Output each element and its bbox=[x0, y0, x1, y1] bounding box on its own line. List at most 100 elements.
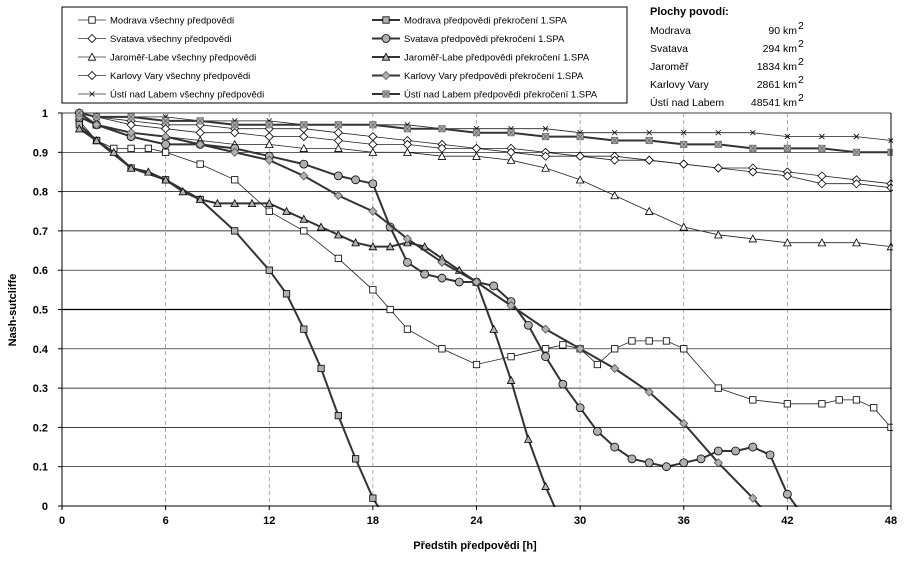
data-point bbox=[819, 133, 825, 140]
marker-stroke bbox=[542, 125, 549, 132]
area-unit-sup: 2 bbox=[798, 92, 804, 104]
x-tick-label: 36 bbox=[678, 515, 690, 527]
data-point bbox=[437, 273, 447, 283]
data-point bbox=[593, 360, 601, 369]
data-point bbox=[437, 257, 447, 267]
y-tick-label: 0.1 bbox=[33, 462, 48, 474]
marker-stroke bbox=[819, 133, 825, 140]
x-tick-label: 0 bbox=[59, 515, 65, 527]
data-point bbox=[178, 187, 188, 196]
data-point bbox=[437, 151, 447, 160]
x-tick-label: 30 bbox=[574, 515, 586, 527]
marker-stroke bbox=[715, 129, 722, 136]
legend-label: Jaroměř-Labe předpovědi překročení 1.SPA bbox=[404, 53, 590, 64]
data-point bbox=[195, 128, 205, 138]
data-point bbox=[818, 144, 826, 152]
data-point bbox=[369, 286, 377, 294]
data-point bbox=[161, 140, 171, 149]
data-point bbox=[368, 147, 378, 156]
legend-marker bbox=[382, 16, 390, 24]
data-point bbox=[765, 450, 775, 460]
data-point bbox=[541, 352, 550, 362]
data-point bbox=[334, 254, 342, 263]
data-point bbox=[783, 238, 792, 247]
data-point bbox=[523, 320, 533, 330]
marker-stroke bbox=[196, 117, 204, 125]
data-point bbox=[472, 129, 481, 137]
data-point bbox=[231, 176, 239, 184]
marker-stroke bbox=[369, 121, 377, 129]
marker-stroke bbox=[231, 121, 239, 129]
marker-stroke bbox=[853, 133, 860, 140]
marker-stroke bbox=[334, 121, 342, 129]
data-point bbox=[472, 360, 481, 369]
y-tick-label: 0.4 bbox=[33, 344, 49, 356]
data-point bbox=[230, 128, 240, 138]
data-point bbox=[299, 214, 309, 223]
data-point bbox=[853, 133, 860, 140]
data-point bbox=[748, 493, 758, 503]
marker-stroke bbox=[680, 140, 688, 148]
data-point bbox=[576, 133, 584, 141]
data-point bbox=[784, 133, 791, 140]
data-point bbox=[127, 144, 135, 152]
data-point bbox=[542, 133, 550, 141]
data-point bbox=[748, 167, 758, 177]
area-value: 90 km bbox=[768, 25, 797, 37]
data-point bbox=[575, 151, 585, 161]
marker-stroke bbox=[473, 129, 480, 137]
y-tick-label: 0.2 bbox=[33, 422, 48, 434]
data-point bbox=[575, 403, 585, 413]
data-point bbox=[541, 324, 551, 334]
marker-stroke bbox=[89, 91, 95, 97]
data-point bbox=[507, 129, 515, 137]
data-point bbox=[644, 155, 654, 165]
marker-stroke bbox=[680, 129, 687, 136]
data-point bbox=[75, 109, 83, 117]
marker-stroke bbox=[714, 140, 722, 148]
y-axis-label: Nash-sutcliffe bbox=[7, 274, 19, 347]
series-line-7 bbox=[78, 112, 798, 507]
area-value: 2861 km bbox=[757, 79, 798, 91]
data-point bbox=[300, 227, 308, 235]
legend-marker bbox=[381, 52, 391, 61]
data-point bbox=[230, 198, 240, 207]
data-point bbox=[282, 206, 291, 215]
marker-stroke bbox=[646, 129, 652, 136]
axes: 0 0.1 0.2 0.3 0.4 0.5 0.6 0.7 0.8 0.9 1 0 6 12 18 24 30 3… bbox=[33, 108, 897, 527]
area-unit-sup: 2 bbox=[798, 56, 804, 68]
legend-marker bbox=[88, 16, 96, 24]
data-point bbox=[592, 426, 602, 436]
area-unit-sup: 2 bbox=[798, 38, 804, 50]
data-point bbox=[817, 171, 827, 181]
data-point bbox=[610, 190, 620, 200]
data-point bbox=[610, 155, 620, 165]
data-point bbox=[489, 324, 499, 333]
grid bbox=[62, 112, 892, 506]
series-line-6 bbox=[78, 124, 380, 507]
legend-marker bbox=[381, 70, 391, 81]
legend-label: Ústí nad Labem všechny předpovědi bbox=[110, 90, 264, 101]
area-name: Ústí nad Labem bbox=[650, 96, 724, 109]
data-point bbox=[611, 136, 619, 145]
data-point bbox=[870, 404, 878, 412]
data-point bbox=[438, 345, 446, 353]
y-tick-label: 0.7 bbox=[33, 226, 48, 238]
data-point bbox=[558, 379, 568, 389]
data-point bbox=[402, 234, 412, 244]
legend-marker bbox=[89, 91, 95, 97]
data-point bbox=[231, 227, 239, 235]
data-point bbox=[368, 132, 378, 142]
legend-label: Modrava všechny předpovědi bbox=[110, 16, 234, 27]
data-point bbox=[713, 163, 723, 173]
data-point bbox=[161, 175, 170, 184]
data-point bbox=[403, 257, 412, 267]
data-point bbox=[161, 132, 171, 142]
data-point bbox=[783, 144, 791, 152]
marker-stroke bbox=[127, 113, 135, 121]
plot-area bbox=[74, 108, 893, 507]
data-point bbox=[489, 281, 499, 291]
data-point bbox=[109, 147, 119, 156]
legend-label: Ústí nad Labem předpovědi překročení 1.S… bbox=[404, 90, 598, 101]
